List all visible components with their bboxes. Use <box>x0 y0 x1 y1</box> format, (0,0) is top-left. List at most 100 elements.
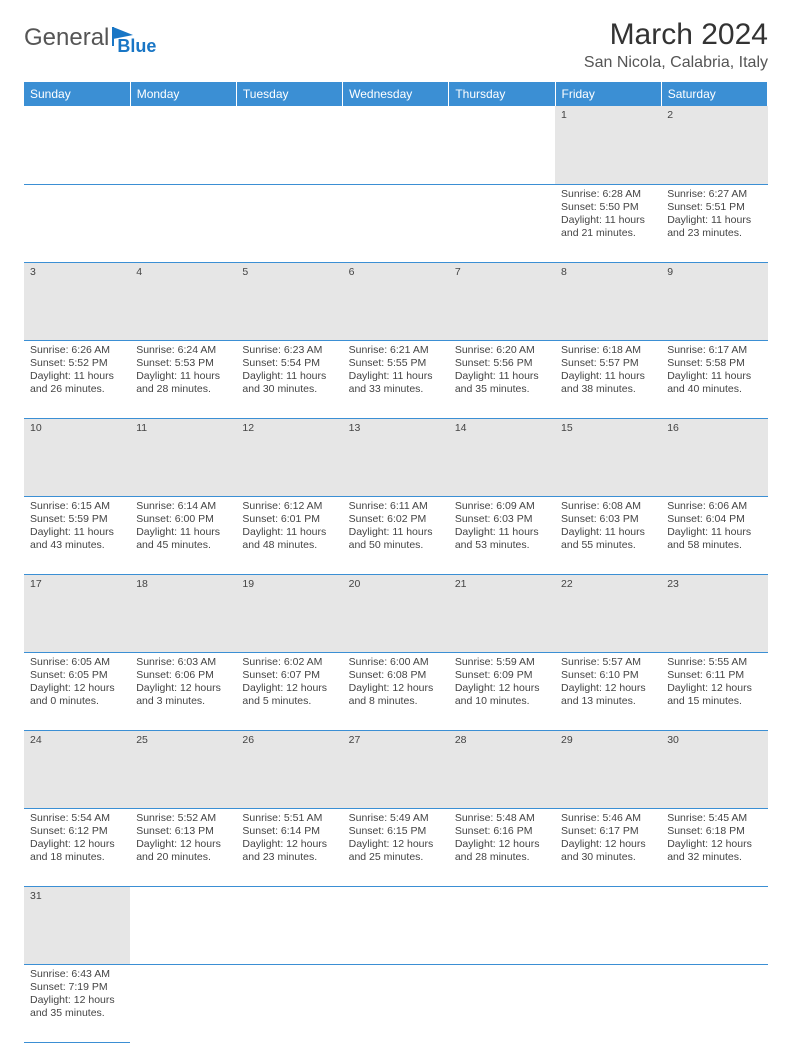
cell-d2: and 58 minutes. <box>667 539 761 552</box>
cell-ss: Sunset: 6:11 PM <box>667 669 761 682</box>
cell-ss: Sunset: 6:03 PM <box>561 513 655 526</box>
weekday-header: Tuesday <box>236 82 342 106</box>
cell-sr: Sunrise: 6:17 AM <box>667 344 761 357</box>
cell-sr: Sunrise: 6:15 AM <box>30 500 124 513</box>
cell-sr: Sunrise: 6:27 AM <box>667 188 761 201</box>
calendar-body: 12Sunrise: 6:28 AMSunset: 5:50 PMDayligh… <box>24 106 768 1042</box>
calendar-cell <box>449 184 555 262</box>
day-number-cell <box>130 106 236 184</box>
day-number-cell: 30 <box>661 730 767 808</box>
cell-d2: and 28 minutes. <box>136 383 230 396</box>
cell-d2: and 23 minutes. <box>242 851 336 864</box>
cell-ss: Sunset: 6:16 PM <box>455 825 549 838</box>
cell-d1: Daylight: 12 hours <box>136 838 230 851</box>
cell-d2: and 55 minutes. <box>561 539 655 552</box>
cell-ss: Sunset: 6:14 PM <box>242 825 336 838</box>
cell-ss: Sunset: 5:55 PM <box>349 357 443 370</box>
cell-ss: Sunset: 5:54 PM <box>242 357 336 370</box>
cell-d1: Daylight: 12 hours <box>30 682 124 695</box>
day-number-cell: 4 <box>130 262 236 340</box>
cell-ss: Sunset: 6:12 PM <box>30 825 124 838</box>
daynum-row: 12 <box>24 106 768 184</box>
day-number-cell <box>236 106 342 184</box>
cell-d1: Daylight: 11 hours <box>667 526 761 539</box>
cell-d1: Daylight: 11 hours <box>561 526 655 539</box>
cell-d2: and 18 minutes. <box>30 851 124 864</box>
daynum-row: 3456789 <box>24 262 768 340</box>
cell-d1: Daylight: 12 hours <box>30 994 124 1007</box>
cell-ss: Sunset: 5:56 PM <box>455 357 549 370</box>
day-number-cell: 10 <box>24 418 130 496</box>
calendar-cell: Sunrise: 6:11 AMSunset: 6:02 PMDaylight:… <box>343 496 449 574</box>
cell-ss: Sunset: 6:10 PM <box>561 669 655 682</box>
logo-part1: General <box>24 24 109 52</box>
day-number-cell <box>343 886 449 964</box>
cell-ss: Sunset: 5:52 PM <box>30 357 124 370</box>
calendar-cell <box>343 184 449 262</box>
location: San Nicola, Calabria, Italy <box>584 54 768 72</box>
day-number-cell: 16 <box>661 418 767 496</box>
day-number-cell: 19 <box>236 574 342 652</box>
cell-sr: Sunrise: 5:48 AM <box>455 812 549 825</box>
day-number-cell: 13 <box>343 418 449 496</box>
weekday-header-row: SundayMondayTuesdayWednesdayThursdayFrid… <box>24 82 768 106</box>
day-number-cell: 3 <box>24 262 130 340</box>
cell-sr: Sunrise: 6:08 AM <box>561 500 655 513</box>
day-number-cell: 15 <box>555 418 661 496</box>
cell-sr: Sunrise: 6:03 AM <box>136 656 230 669</box>
cell-ss: Sunset: 6:13 PM <box>136 825 230 838</box>
cell-d1: Daylight: 12 hours <box>242 682 336 695</box>
calendar-table: SundayMondayTuesdayWednesdayThursdayFrid… <box>24 82 768 1043</box>
cell-d1: Daylight: 11 hours <box>455 370 549 383</box>
cell-d2: and 26 minutes. <box>30 383 124 396</box>
cell-d1: Daylight: 12 hours <box>136 682 230 695</box>
cell-ss: Sunset: 6:18 PM <box>667 825 761 838</box>
calendar-cell: Sunrise: 5:55 AMSunset: 6:11 PMDaylight:… <box>661 652 767 730</box>
cell-ss: Sunset: 5:58 PM <box>667 357 761 370</box>
calendar-cell: Sunrise: 6:05 AMSunset: 6:05 PMDaylight:… <box>24 652 130 730</box>
cell-d1: Daylight: 11 hours <box>455 526 549 539</box>
cell-d2: and 38 minutes. <box>561 383 655 396</box>
day-number-cell: 18 <box>130 574 236 652</box>
header: General Blue March 2024 San Nicola, Cala… <box>24 18 768 72</box>
calendar-cell: Sunrise: 6:00 AMSunset: 6:08 PMDaylight:… <box>343 652 449 730</box>
cell-d2: and 15 minutes. <box>667 695 761 708</box>
cell-ss: Sunset: 6:04 PM <box>667 513 761 526</box>
cell-sr: Sunrise: 5:51 AM <box>242 812 336 825</box>
calendar-cell: Sunrise: 6:26 AMSunset: 5:52 PMDaylight:… <box>24 340 130 418</box>
cell-ss: Sunset: 5:57 PM <box>561 357 655 370</box>
cell-sr: Sunrise: 6:18 AM <box>561 344 655 357</box>
day-number-cell <box>555 886 661 964</box>
calendar-cell: Sunrise: 6:14 AMSunset: 6:00 PMDaylight:… <box>130 496 236 574</box>
cell-ss: Sunset: 5:59 PM <box>30 513 124 526</box>
day-number-cell: 29 <box>555 730 661 808</box>
cell-sr: Sunrise: 5:55 AM <box>667 656 761 669</box>
cell-ss: Sunset: 6:03 PM <box>455 513 549 526</box>
cell-d1: Daylight: 11 hours <box>667 370 761 383</box>
cell-sr: Sunrise: 6:20 AM <box>455 344 549 357</box>
cell-sr: Sunrise: 5:45 AM <box>667 812 761 825</box>
calendar-row: Sunrise: 6:43 AMSunset: 7:19 PMDaylight:… <box>24 964 768 1042</box>
cell-d1: Daylight: 12 hours <box>455 838 549 851</box>
cell-sr: Sunrise: 6:28 AM <box>561 188 655 201</box>
cell-ss: Sunset: 5:51 PM <box>667 201 761 214</box>
weekday-header: Sunday <box>24 82 130 106</box>
cell-d2: and 30 minutes. <box>242 383 336 396</box>
cell-sr: Sunrise: 6:21 AM <box>349 344 443 357</box>
day-number-cell: 2 <box>661 106 767 184</box>
cell-d1: Daylight: 11 hours <box>30 370 124 383</box>
calendar-cell: Sunrise: 6:06 AMSunset: 6:04 PMDaylight:… <box>661 496 767 574</box>
cell-d1: Daylight: 12 hours <box>30 838 124 851</box>
calendar-cell: Sunrise: 6:12 AMSunset: 6:01 PMDaylight:… <box>236 496 342 574</box>
day-number-cell: 14 <box>449 418 555 496</box>
cell-sr: Sunrise: 5:57 AM <box>561 656 655 669</box>
cell-sr: Sunrise: 6:02 AM <box>242 656 336 669</box>
cell-d2: and 21 minutes. <box>561 227 655 240</box>
day-number-cell <box>449 106 555 184</box>
calendar-cell: Sunrise: 6:24 AMSunset: 5:53 PMDaylight:… <box>130 340 236 418</box>
cell-d2: and 32 minutes. <box>667 851 761 864</box>
weekday-header: Wednesday <box>343 82 449 106</box>
weekday-header: Saturday <box>661 82 767 106</box>
weekday-header: Thursday <box>449 82 555 106</box>
calendar-cell: Sunrise: 6:15 AMSunset: 5:59 PMDaylight:… <box>24 496 130 574</box>
